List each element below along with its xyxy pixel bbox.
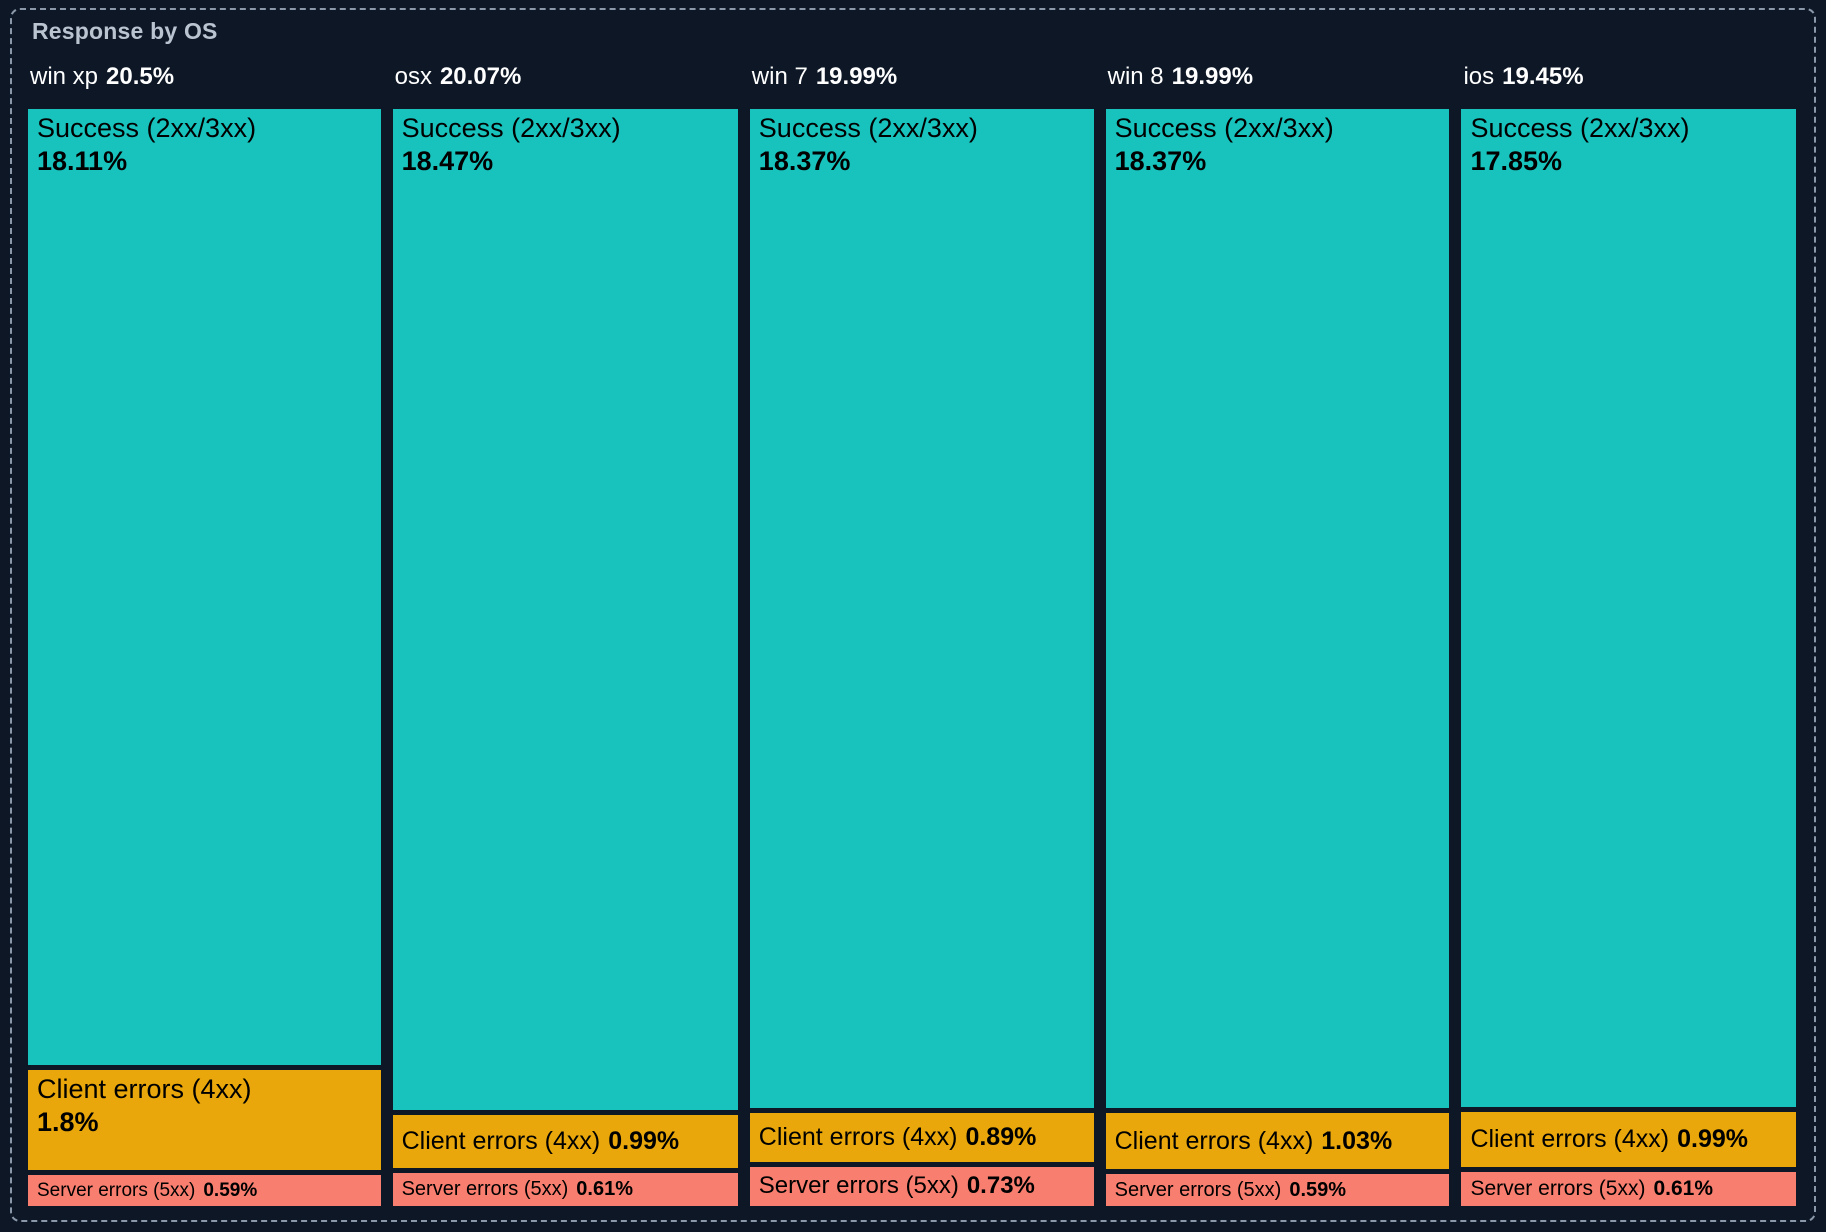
segment-label: Server errors (5xx) <box>37 1179 196 1201</box>
segment-label: Server errors (5xx) <box>1470 1177 1646 1201</box>
treemap-chart: win xp 20.5% Success (2xx/3xx) 18.11% Client… <box>28 62 1796 1207</box>
column-total: 19.99% <box>815 63 898 90</box>
treemap-segment-client-errors[interactable]: Client errors (4xx) 0.99% <box>1461 1112 1796 1168</box>
treemap-segment-success[interactable]: Success (2xx/3xx) 18.47% <box>392 109 738 1110</box>
treemap-segment-success[interactable]: Success (2xx/3xx) 18.37% <box>1105 109 1450 1109</box>
column-total: 19.99% <box>1171 63 1254 90</box>
segment-value: 0.61% <box>576 1178 634 1201</box>
treemap-column-ios: ios 19.45% Success (2xx/3xx) 17.85% Client e… <box>1461 62 1796 1206</box>
segment-value: 0.61% <box>1653 1177 1714 1201</box>
column-header: osx 20.07% <box>393 62 738 92</box>
segment-label: Client errors (4xx) <box>1114 1126 1314 1155</box>
column-name: win xp <box>30 63 99 90</box>
segment-value: 17.85% <box>1470 146 1563 177</box>
column-stack: Success (2xx/3xx) 18.11% Client errors (4x… <box>28 109 381 1206</box>
column-name: osx <box>394 63 432 90</box>
column-stack: Success (2xx/3xx) 18.37% Client errors (4x… <box>749 109 1094 1206</box>
segment-value: 18.47% <box>401 146 494 177</box>
segment-value: 18.37% <box>1114 146 1207 177</box>
segment-value: 0.99% <box>608 1126 680 1155</box>
column-name: win 7 <box>751 63 808 90</box>
segment-value: 0.59% <box>1289 1178 1347 1201</box>
segment-value: 1.8% <box>37 1107 99 1138</box>
segment-label: Success (2xx/3xx) <box>1114 113 1334 143</box>
segment-label: Client errors (4xx) <box>758 1122 958 1151</box>
treemap-segment-server-errors[interactable]: Server errors (5xx) 0.59% <box>1105 1174 1450 1206</box>
segment-label: Client errors (4xx) <box>401 1126 601 1155</box>
treemap-segment-client-errors[interactable]: Client errors (4xx) 0.99% <box>392 1114 738 1169</box>
treemap-column-win-xp: win xp 20.5% Success (2xx/3xx) 18.11% Client… <box>28 62 381 1206</box>
treemap-segment-server-errors[interactable]: Server errors (5xx) 0.61% <box>392 1173 738 1207</box>
segment-value: 0.59% <box>203 1179 258 1201</box>
column-total: 20.07% <box>439 63 522 90</box>
panel-title: Response by OS <box>32 18 218 44</box>
column-name: ios <box>1463 63 1495 90</box>
segment-label: Success (2xx/3xx) <box>37 113 257 143</box>
segment-value: 0.73% <box>966 1172 1035 1200</box>
column-stack: Success (2xx/3xx) 17.85% Client errors (4x… <box>1461 109 1796 1206</box>
column-name: win 8 <box>1107 63 1164 90</box>
segment-label: Server errors (5xx) <box>401 1178 569 1201</box>
segment-value: 0.99% <box>1677 1125 1748 1154</box>
treemap-segment-server-errors[interactable]: Server errors (5xx) 0.73% <box>749 1166 1094 1206</box>
treemap-segment-server-errors[interactable]: Server errors (5xx) 0.59% <box>28 1175 381 1206</box>
segment-label: Client errors (4xx) <box>37 1073 252 1104</box>
column-header: win 8 19.99% <box>1106 62 1450 92</box>
segment-value: 1.03% <box>1321 1126 1393 1155</box>
column-total: 19.45% <box>1502 63 1584 90</box>
column-stack: Success (2xx/3xx) 18.47% Client errors (4x… <box>392 109 738 1207</box>
segment-label: Success (2xx/3xx) <box>401 113 621 143</box>
treemap-column-win-7: win 7 19.99% Success (2xx/3xx) 18.37% Client… <box>749 62 1094 1206</box>
segment-label: Success (2xx/3xx) <box>1470 113 1690 143</box>
segment-value: 18.37% <box>758 146 851 177</box>
segment-value: 0.89% <box>965 1122 1037 1151</box>
treemap-column-osx: osx 20.07% Success (2xx/3xx) 18.47% Client e… <box>392 62 738 1207</box>
segment-label: Server errors (5xx) <box>1114 1178 1282 1201</box>
segment-label: Server errors (5xx) <box>758 1172 959 1200</box>
treemap-segment-client-errors[interactable]: Client errors (4xx) 1.8% <box>28 1069 381 1171</box>
treemap-segment-server-errors[interactable]: Server errors (5xx) 0.61% <box>1461 1172 1796 1206</box>
treemap-segment-client-errors[interactable]: Client errors (4xx) 1.03% <box>1105 1113 1450 1170</box>
column-header: win 7 19.99% <box>750 62 1094 92</box>
column-stack: Success (2xx/3xx) 18.37% Client errors (4x… <box>1105 109 1450 1206</box>
segment-label: Client errors (4xx) <box>1470 1125 1670 1154</box>
segment-value: 18.11% <box>37 146 128 177</box>
column-total: 20.5% <box>106 63 175 90</box>
treemap-panel: Response by OS win xp 20.5% Success (2xx/3… <box>10 8 1816 1222</box>
treemap-segment-success[interactable]: Success (2xx/3xx) 18.37% <box>749 109 1094 1109</box>
column-header: ios 19.45% <box>1461 62 1796 92</box>
treemap-segment-client-errors[interactable]: Client errors (4xx) 0.89% <box>749 1113 1094 1162</box>
treemap-segment-success[interactable]: Success (2xx/3xx) 17.85% <box>1461 109 1796 1108</box>
column-header: win xp 20.5% <box>28 62 381 92</box>
treemap-segment-success[interactable]: Success (2xx/3xx) 18.11% <box>28 109 381 1065</box>
segment-label: Success (2xx/3xx) <box>758 113 978 143</box>
treemap-column-win-8: win 8 19.99% Success (2xx/3xx) 18.37% Client… <box>1105 62 1450 1206</box>
